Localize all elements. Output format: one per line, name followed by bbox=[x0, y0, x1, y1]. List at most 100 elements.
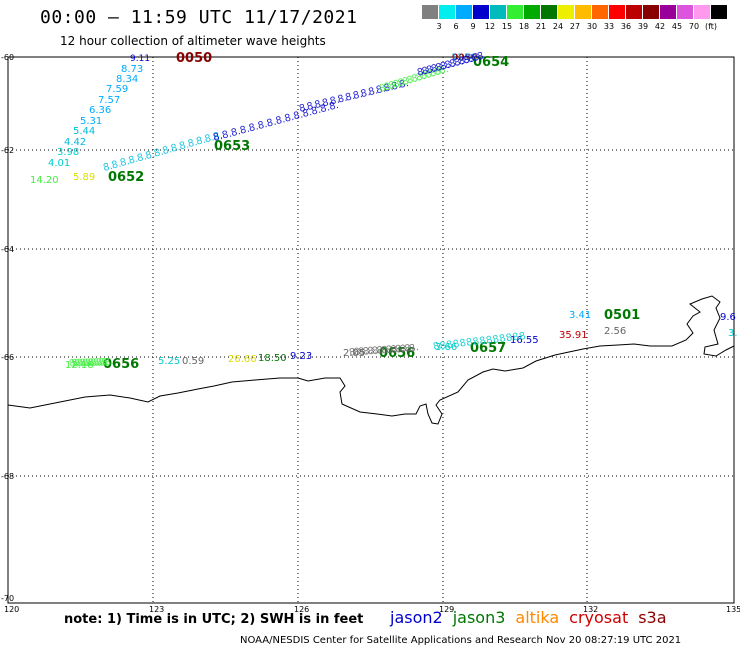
legend-swatch bbox=[660, 5, 676, 19]
track-label-cluster: 8. bbox=[467, 52, 479, 65]
legend-label: 18 bbox=[518, 22, 530, 31]
wave-height-label: 9.23 bbox=[290, 351, 312, 362]
legend-swatch bbox=[626, 5, 642, 19]
lat-tick-label: -70 bbox=[1, 594, 14, 603]
track-label-cluster: 8. bbox=[84, 356, 96, 369]
legend-label: 15 bbox=[501, 22, 513, 31]
lon-tick-label: 129 bbox=[439, 605, 454, 614]
legend-label: 27 bbox=[569, 22, 581, 31]
legend-label: 36 bbox=[620, 22, 632, 31]
track-label-cluster: 8. bbox=[420, 69, 432, 82]
track-label-cluster: 8. bbox=[452, 338, 464, 351]
lon-tick-label: 123 bbox=[149, 605, 164, 614]
track-label-cluster: 8. bbox=[283, 112, 295, 125]
wave-height-label: 5.25 bbox=[158, 356, 180, 367]
track-label-cluster: 8. bbox=[397, 76, 409, 89]
legend-label: 70 bbox=[688, 22, 700, 31]
track-label-cluster: 8. bbox=[472, 335, 484, 348]
track-label-cluster: 8. bbox=[153, 147, 165, 160]
footer-note: note: 1) Time is in UTC; 2) SWH is in fe… bbox=[64, 612, 364, 627]
wave-height-label: 9.6 bbox=[720, 312, 736, 323]
track-label-cluster: 8. bbox=[399, 343, 411, 356]
wave-height-label: 3.66 bbox=[435, 342, 457, 353]
legend-label: 21 bbox=[535, 22, 547, 31]
time-label: 0050 bbox=[452, 53, 477, 63]
wave-height-label: 0.59 bbox=[182, 356, 204, 367]
wave-height-label: 3. bbox=[728, 328, 738, 339]
track-label-cluster: 8. bbox=[398, 78, 410, 91]
track-label-cluster: 8. bbox=[465, 336, 477, 349]
wave-height-label: 7.59 bbox=[106, 84, 128, 95]
track-label-cluster: 8. bbox=[376, 344, 388, 357]
track-label-cluster: 8. bbox=[352, 89, 364, 102]
track-label-cluster: 8. bbox=[421, 65, 433, 78]
map-title: 00:00 – 11:59 UTC 11/17/2021 bbox=[40, 7, 358, 28]
legend-swatch bbox=[558, 5, 574, 19]
legend-swatch bbox=[473, 5, 489, 19]
track-label-cluster: 8. bbox=[73, 357, 85, 370]
time-label: 0501 bbox=[604, 308, 640, 323]
satellite-s3a: s3a bbox=[638, 608, 667, 627]
lon-tick-label: 120 bbox=[4, 605, 19, 614]
track-label-cluster: 8. bbox=[292, 109, 304, 122]
track-label-cluster: 8. bbox=[387, 79, 399, 92]
legend-label: 6 bbox=[453, 22, 459, 31]
lat-tick-label: -64 bbox=[1, 245, 14, 254]
wave-height-label: 14.20 bbox=[30, 175, 59, 186]
track-label-cluster: 8. bbox=[301, 107, 313, 120]
track-label-cluster: 8. bbox=[95, 356, 107, 369]
legend-swatch bbox=[694, 5, 710, 19]
lat-tick-label: -68 bbox=[1, 472, 14, 481]
track-label-cluster: 8. bbox=[392, 78, 404, 91]
track-label-cluster: 8. bbox=[328, 100, 340, 113]
track-label-cluster: 8. bbox=[425, 63, 437, 76]
track-label-cluster: 8. bbox=[371, 344, 383, 357]
track-label-cluster: 8. bbox=[403, 342, 415, 355]
track-label-cluster: 8. bbox=[71, 357, 83, 370]
track-label-cluster: 8. bbox=[195, 135, 207, 148]
track-label-cluster: 8. bbox=[344, 91, 356, 104]
track-label-cluster: 8. bbox=[433, 65, 445, 78]
track-label-cluster: 8. bbox=[439, 60, 451, 73]
track-label-cluster: 8. bbox=[375, 83, 387, 96]
track-label-cluster: 8. bbox=[119, 156, 131, 169]
track-label-cluster: 8. bbox=[380, 344, 392, 357]
track-label-cluster: 8. bbox=[471, 51, 483, 64]
track-label-cluster: 8. bbox=[337, 93, 349, 106]
track-label-cluster: 8. bbox=[357, 345, 369, 358]
legend-label: 33 bbox=[603, 22, 615, 31]
track-label-cluster: 8. bbox=[430, 62, 442, 75]
track-label-cluster: 8. bbox=[68, 357, 80, 370]
legend-swatch bbox=[439, 5, 455, 19]
track-label-cluster: 8. bbox=[416, 66, 428, 79]
time-label: 0656 bbox=[103, 357, 139, 372]
wave-height-label: 2.56 bbox=[604, 326, 626, 337]
track-label-cluster: 8. bbox=[248, 121, 260, 134]
legend-label: 3 bbox=[436, 22, 442, 31]
track-label-cluster: 8. bbox=[306, 100, 318, 113]
track-label-cluster: 8. bbox=[136, 151, 148, 164]
wave-height-label: 8.34 bbox=[116, 74, 138, 85]
track-label-cluster: 8. bbox=[87, 356, 99, 369]
wave-height-label: 3.98 bbox=[57, 147, 79, 158]
track-label-cluster: 8. bbox=[257, 119, 269, 132]
track-label-cluster: 8. bbox=[385, 343, 397, 356]
legend-label: 42 bbox=[654, 22, 666, 31]
track-label-cluster: 8. bbox=[429, 67, 441, 80]
wave-height-label: 12.18 bbox=[65, 360, 94, 371]
track-label-cluster: 8. bbox=[415, 71, 427, 84]
legend-swatch bbox=[422, 5, 438, 19]
satellite-jason3: jason3 bbox=[452, 608, 506, 627]
track-label-cluster: 8. bbox=[100, 356, 112, 369]
satellite-legend: jason2 jason3 altika cryosat s3a bbox=[390, 608, 677, 627]
wave-height-label: 6.36 bbox=[89, 105, 111, 116]
track-label-cluster: 8. bbox=[478, 335, 490, 348]
altimeter-observations: 0050 9.118.738.347.597.576.365.315.444.42… bbox=[30, 50, 738, 372]
track-label-cluster: 8. bbox=[319, 102, 331, 115]
track-label-cluster: 8. bbox=[275, 114, 287, 127]
track-label-cluster: 8. bbox=[239, 124, 251, 137]
lon-tick-label: 135 bbox=[726, 605, 740, 614]
wave-height-label: 18.50 bbox=[258, 353, 287, 364]
wave-height-color-legend: 3 6 9 12 15 18 21 24 27 30 33 36 39 42 45 70 (ft) bbox=[422, 5, 732, 35]
